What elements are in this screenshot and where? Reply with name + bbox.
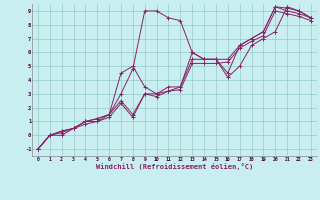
- X-axis label: Windchill (Refroidissement éolien,°C): Windchill (Refroidissement éolien,°C): [96, 163, 253, 170]
